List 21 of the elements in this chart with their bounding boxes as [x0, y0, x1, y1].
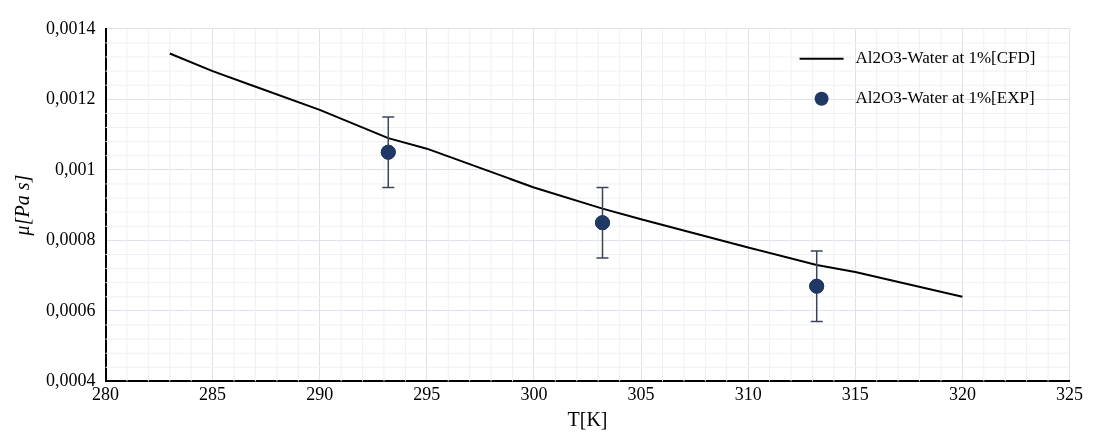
x-tick-label: 325: [1056, 383, 1083, 404]
x-tick-label: 320: [948, 383, 976, 404]
y-tick-label: 0,001: [55, 158, 96, 179]
y-axis-title: μ[Pa s]: [11, 174, 35, 237]
y-tick-label: 0,0014: [46, 17, 96, 38]
x-tick-label: 300: [520, 383, 548, 404]
x-tick-label: 295: [413, 383, 441, 404]
x-axis-title: T[K]: [567, 408, 608, 431]
y-tick-label: 0,0008: [46, 229, 96, 250]
y-tick-label: 0,0006: [46, 299, 96, 320]
point: [595, 215, 610, 231]
point: [809, 278, 825, 294]
x-tick-label: 315: [841, 383, 869, 404]
legend-label: Al2O3-Water at 1%[CFD]: [855, 48, 1036, 68]
x-tick-label: 290: [306, 383, 334, 404]
x-tick-label: 285: [199, 383, 227, 404]
x-tick-label: 305: [627, 383, 655, 404]
legend-label: Al2O3-Water at 1%[EXP]: [855, 88, 1035, 108]
x-tick-label: 310: [734, 383, 762, 404]
y-tick-label: 0,0012: [46, 88, 96, 109]
point: [380, 144, 396, 160]
